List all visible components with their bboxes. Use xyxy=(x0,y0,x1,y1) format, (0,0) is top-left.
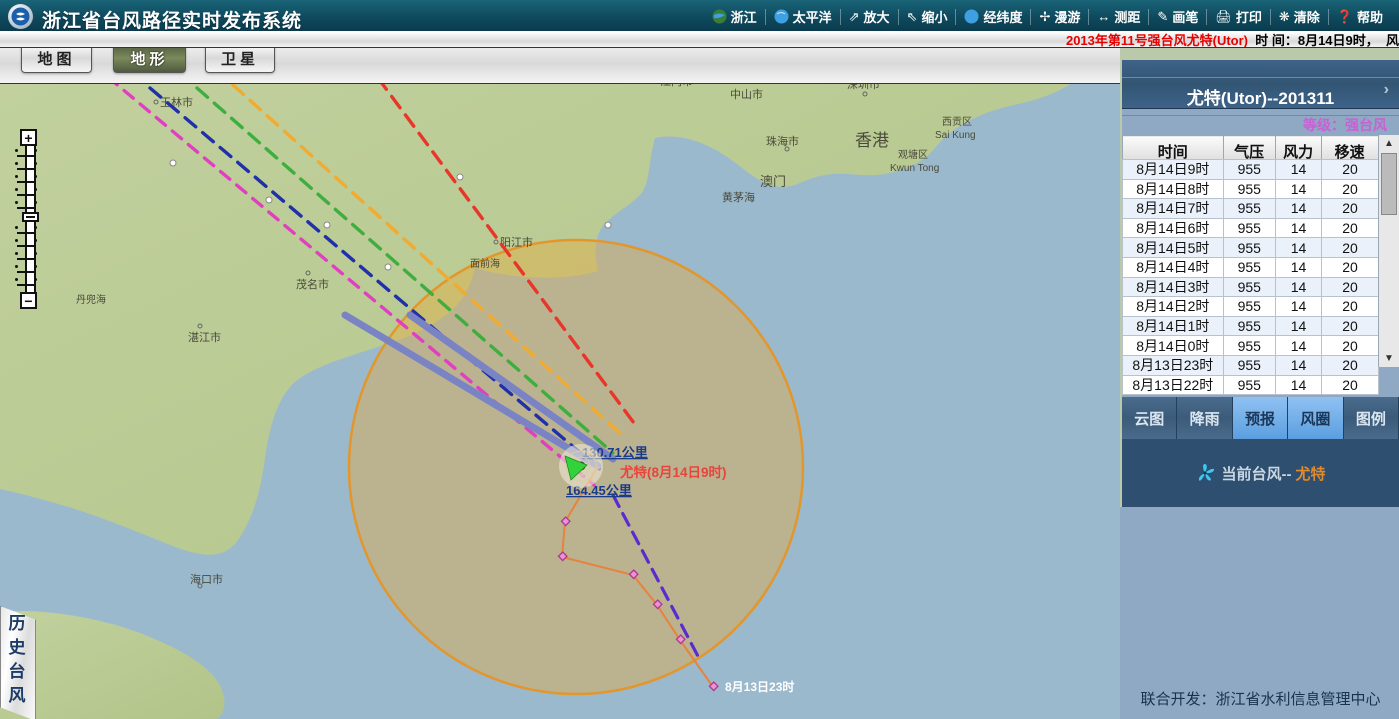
svg-text:面前海: 面前海 xyxy=(470,257,500,270)
svg-text:西贡区: 西贡区 xyxy=(942,116,972,128)
svg-text:Kwun Tong: Kwun Tong xyxy=(890,163,939,174)
svg-text:茂名市: 茂名市 xyxy=(296,277,329,291)
svg-text:观塘区: 观塘区 xyxy=(898,148,928,161)
svg-text:8月13日23时: 8月13日23时 xyxy=(725,679,794,694)
svg-text:玉林市: 玉林市 xyxy=(160,95,193,109)
svg-text:黄茅海: 黄茅海 xyxy=(722,190,755,204)
svg-text:海口市: 海口市 xyxy=(190,572,223,586)
svg-text:澳门: 澳门 xyxy=(760,174,786,189)
svg-text:中山市: 中山市 xyxy=(730,87,763,101)
svg-text:珠海市: 珠海市 xyxy=(766,134,799,148)
svg-text:丹兜海: 丹兜海 xyxy=(76,293,106,306)
svg-text:湛江市: 湛江市 xyxy=(188,330,221,344)
svg-text:香港: 香港 xyxy=(855,131,889,150)
svg-text:尤特(8月14日9时): 尤特(8月14日9时) xyxy=(620,464,727,480)
svg-text:Sai Kung: Sai Kung xyxy=(935,130,976,141)
